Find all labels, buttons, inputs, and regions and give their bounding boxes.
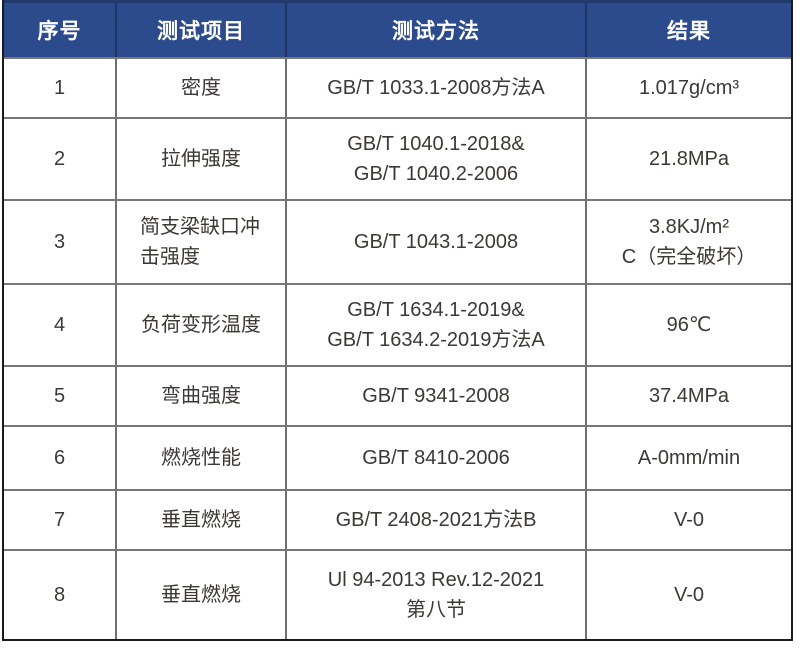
header-cell-item: 测试项目 <box>115 3 285 57</box>
result-cell: 37.4MPa <box>585 367 791 425</box>
table-row: 8 垂直燃烧 Ul 94-2013 Rev.12-2021 第八节 V-0 <box>4 549 791 639</box>
cell-line: GB/T 1634.1-2019& <box>347 299 525 321</box>
cell-line: C（完全破坏） <box>621 246 757 268</box>
row-number-cell: 4 <box>53 314 66 336</box>
table-row: 4 负荷变形温度 GB/T 1634.1-2019& GB/T 1634.2-20… <box>4 283 791 365</box>
item-text: 燃烧性能 <box>161 447 241 469</box>
row-number-cell: 8 <box>53 584 66 606</box>
table-header-row: 序号 测试项目 测试方法 结果 <box>4 0 791 57</box>
table-row: 2 拉伸强度 GB/T 1040.1-2018& GB/T 1040.2-2006… <box>4 117 791 199</box>
method-cell: GB/T 1634.1-2019& GB/T 1634.2-2019方法A <box>285 285 585 365</box>
method-cell: GB/T 1040.1-2018& GB/T 1040.2-2006 <box>285 119 585 199</box>
row-number-cell: 6 <box>53 447 66 469</box>
cell-line: A-0mm/min <box>637 447 741 469</box>
table-row: 5 弯曲强度 GB/T 9341-2008 37.4MPa <box>4 365 791 425</box>
method-cell: GB/T 9341-2008 <box>285 367 585 425</box>
item-cell: 垂直燃烧 <box>115 551 285 639</box>
item-text: 拉伸强度 <box>161 148 241 170</box>
cell-line: 96℃ <box>666 314 712 336</box>
item-cell: 简支梁缺口冲击强度 <box>115 201 285 283</box>
cell-line: 37.4MPa <box>648 385 730 407</box>
item-cell: 拉伸强度 <box>115 119 285 199</box>
item-text: 弯曲强度 <box>161 385 241 407</box>
item-text: 简支梁缺口冲击强度 <box>140 216 260 268</box>
cell-line: 21.8MPa <box>648 148 730 170</box>
cell-line: GB/T 1043.1-2008 <box>353 231 519 253</box>
cell-line: GB/T 2408-2021方法B <box>335 509 537 531</box>
header-cell-number: 序号 <box>37 20 82 43</box>
cell-line: GB/T 1040.2-2006 <box>353 163 519 185</box>
cell-line: V-0 <box>673 584 705 606</box>
row-number-cell: 7 <box>53 509 66 531</box>
cell-line: GB/T 1033.1-2008方法A <box>327 77 545 99</box>
item-cell: 密度 <box>115 59 285 117</box>
cell-line: Ul 94-2013 Rev.12-2021 <box>327 569 545 591</box>
header-cell-method: 测试方法 <box>285 3 585 57</box>
method-cell: GB/T 1043.1-2008 <box>285 201 585 283</box>
test-results-table: 序号 测试项目 测试方法 结果 1 密度 GB/T 1033.1-2008方法A… <box>2 0 793 641</box>
item-text: 密度 <box>181 77 221 99</box>
cell-line: 第八节 <box>406 599 466 621</box>
result-cell: V-0 <box>585 551 791 639</box>
item-cell: 负荷变形温度 <box>115 285 285 365</box>
row-number-cell: 2 <box>53 148 66 170</box>
table-row: 1 密度 GB/T 1033.1-2008方法A 1.017g/cm³ <box>4 57 791 117</box>
result-cell: 21.8MPa <box>585 119 791 199</box>
row-number-cell: 1 <box>53 77 66 99</box>
cell-line: GB/T 1040.1-2018& <box>347 133 525 155</box>
row-number-cell: 3 <box>53 231 66 253</box>
result-cell: A-0mm/min <box>585 427 791 489</box>
table-body: 1 密度 GB/T 1033.1-2008方法A 1.017g/cm³ 2 拉伸… <box>4 57 791 639</box>
header-cell-result: 结果 <box>585 3 791 57</box>
method-cell: Ul 94-2013 Rev.12-2021 第八节 <box>285 551 585 639</box>
item-text: 垂直燃烧 <box>161 509 241 531</box>
item-text: 负荷变形温度 <box>141 314 261 336</box>
cell-line: V-0 <box>673 509 705 531</box>
cell-line: GB/T 8410-2006 <box>362 447 510 469</box>
item-text: 垂直燃烧 <box>161 584 241 606</box>
table-row: 3 简支梁缺口冲击强度 GB/T 1043.1-2008 3.8KJ/m² C（完… <box>4 199 791 283</box>
result-cell: 96℃ <box>585 285 791 365</box>
result-cell: 1.017g/cm³ <box>585 59 791 117</box>
result-cell: 3.8KJ/m² C（完全破坏） <box>585 201 791 283</box>
row-number-cell: 5 <box>53 385 66 407</box>
cell-line: 3.8KJ/m² <box>648 216 730 238</box>
method-cell: GB/T 1033.1-2008方法A <box>285 59 585 117</box>
item-cell: 燃烧性能 <box>115 427 285 489</box>
result-cell: V-0 <box>585 491 791 549</box>
table-row: 7 垂直燃烧 GB/T 2408-2021方法B V-0 <box>4 489 791 549</box>
cell-line: GB/T 9341-2008 <box>362 385 510 407</box>
table-row: 6 燃烧性能 GB/T 8410-2006 A-0mm/min <box>4 425 791 489</box>
method-cell: GB/T 8410-2006 <box>285 427 585 489</box>
method-cell: GB/T 2408-2021方法B <box>285 491 585 549</box>
item-cell: 弯曲强度 <box>115 367 285 425</box>
cell-line: 1.017g/cm³ <box>638 77 740 99</box>
cell-line: GB/T 1634.2-2019方法A <box>327 329 545 351</box>
item-cell: 垂直燃烧 <box>115 491 285 549</box>
